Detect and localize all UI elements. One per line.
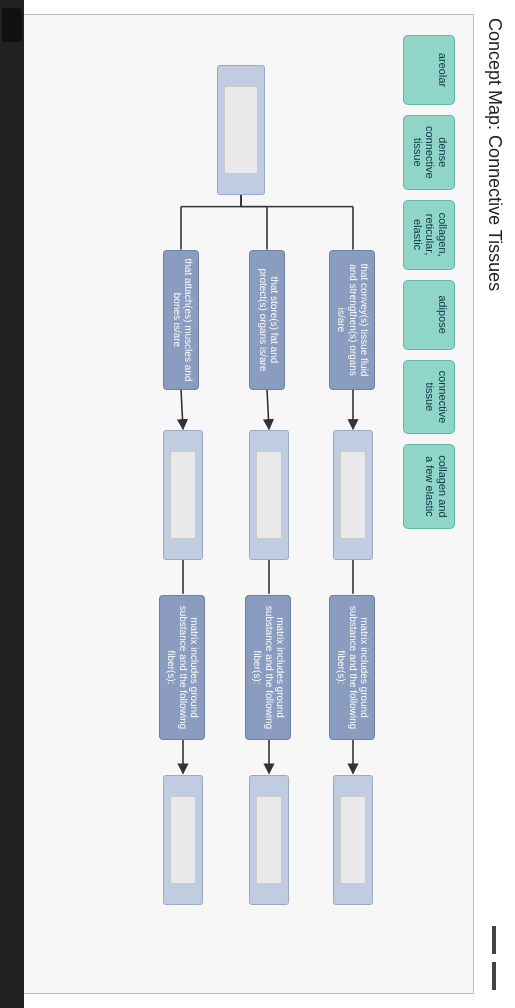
matrix-label-3: matrix includes ground substance and the… <box>159 595 206 740</box>
window-controls <box>493 926 497 990</box>
mid-dropzone-2[interactable] <box>249 430 289 560</box>
chip-areolar[interactable]: areolar <box>403 35 455 105</box>
chip-collagen-reticular-elastic[interactable]: collagen,reticular,elastic <box>403 200 455 270</box>
dropzone-inner <box>256 796 282 884</box>
browser-chrome-edge <box>0 0 24 1008</box>
browser-tab-fragment <box>2 8 22 42</box>
mid-dropzone-1[interactable] <box>333 430 373 560</box>
matrix-label-2: matrix includes ground substance and the… <box>245 595 292 740</box>
dropzone-inner <box>256 451 282 539</box>
dropzone-inner <box>340 796 366 884</box>
relation-label-3: that attach(es) muscles and bones is/are <box>163 250 199 390</box>
page-title: Concept Map: Connective Tissues <box>484 18 505 291</box>
chip-connective-tissue[interactable]: connectivetissue <box>403 360 455 435</box>
mid-dropzone-3[interactable] <box>163 430 203 560</box>
chip-adipose[interactable]: adipose <box>403 280 455 350</box>
relation-label-1: that convey(s) tissue fluid and strength… <box>329 250 376 390</box>
end-dropzone-3[interactable] <box>163 775 203 905</box>
dropzone-inner <box>224 86 258 174</box>
root-dropzone[interactable] <box>217 65 265 195</box>
dropzone-inner <box>170 796 196 884</box>
matrix-label-1: matrix includes ground substance and the… <box>329 595 376 740</box>
dropzone-inner <box>170 451 196 539</box>
end-dropzone-1[interactable] <box>333 775 373 905</box>
concept-map-canvas: areolar denseconnectivetissue collagen,ret… <box>10 14 474 994</box>
end-dropzone-2[interactable] <box>249 775 289 905</box>
relation-label-2: that store(s) fat and protect(s) organs … <box>249 250 285 390</box>
chip-dense-connective-tissue[interactable]: denseconnectivetissue <box>403 115 455 190</box>
chip-collagen-and-a-few-elastic[interactable]: collagen anda few elastic <box>403 444 455 528</box>
dropzone-inner <box>340 451 366 539</box>
